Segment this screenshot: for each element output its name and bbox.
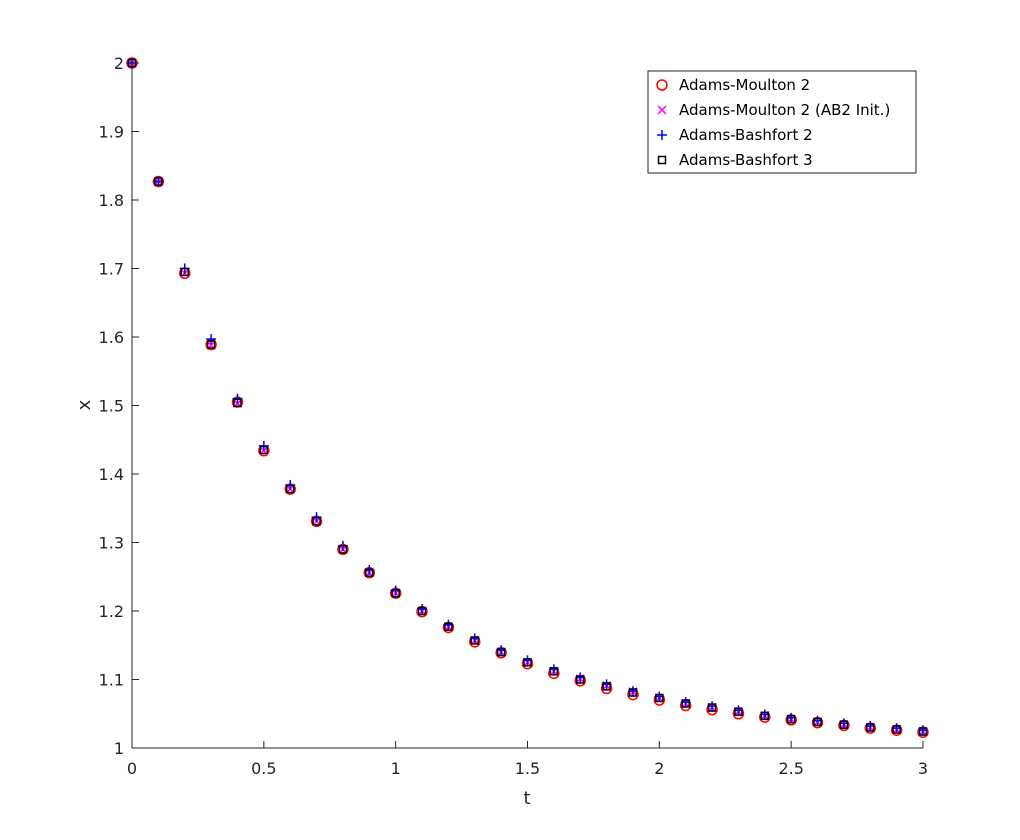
data-point — [655, 693, 664, 703]
x-tick-label: 0.5 — [251, 759, 276, 778]
legend-label: Adams-Moulton 2 — [679, 76, 810, 94]
data-point — [444, 622, 453, 632]
legend-box — [647, 70, 917, 174]
legend-marker — [656, 79, 668, 91]
data-point — [206, 334, 217, 345]
legend-marker — [657, 130, 667, 140]
y-tick-label: 1.9 — [99, 123, 124, 142]
legend-marker — [657, 105, 667, 115]
data-point — [681, 699, 690, 708]
data-point — [549, 667, 559, 676]
series-4 — [127, 58, 928, 736]
y-tick-label: 1.6 — [99, 328, 124, 347]
data-point — [285, 484, 295, 494]
data-point — [707, 703, 717, 712]
data-point — [760, 711, 770, 721]
y-tick-label: 2 — [114, 54, 124, 73]
data-marks — [126, 57, 929, 738]
y-axis-label: x — [74, 399, 95, 410]
y-tick-label: 1 — [114, 739, 124, 758]
y-tick-label: 1.8 — [99, 191, 124, 210]
data-point — [866, 723, 875, 732]
y-tick-label: 1.1 — [99, 671, 124, 690]
x-tick-label: 2.5 — [778, 759, 803, 778]
data-point — [813, 717, 822, 727]
y-tick-label: 1.4 — [99, 465, 124, 484]
y-tick-label: 1.3 — [99, 534, 124, 553]
data-point — [628, 688, 638, 697]
data-point — [233, 398, 242, 408]
data-point — [338, 545, 348, 554]
x-ticks: 0 0.5 1 1.5 2 2.5 3 — [127, 741, 928, 778]
x-tick-label: 1.5 — [515, 759, 540, 778]
legend-marker — [657, 155, 667, 165]
data-point — [312, 517, 321, 526]
legend-label: Adams-Bashfort 2 — [679, 126, 813, 144]
data-point — [496, 647, 506, 657]
legend-label: Adams-Moulton 2 (AB2 Init.) — [679, 101, 890, 119]
data-point — [892, 725, 901, 734]
data-point — [391, 588, 400, 598]
data-point — [417, 606, 427, 616]
x-tick-label: 0 — [127, 759, 137, 778]
data-point — [365, 568, 374, 577]
x-axis-label: t — [523, 788, 530, 809]
data-point — [918, 727, 928, 736]
y-tick-label: 1.2 — [99, 602, 124, 621]
data-point — [523, 658, 532, 667]
y-ticks: 1 1.1 1.2 1.3 1.4 1.5 1.6 1.7 1.8 1.9 2 — [99, 54, 139, 758]
data-point — [259, 445, 269, 455]
data-point — [602, 682, 611, 691]
data-point — [180, 267, 189, 277]
x-tick-label: 1 — [391, 759, 401, 778]
data-point — [839, 720, 849, 729]
data-point — [575, 675, 585, 684]
data-point — [786, 714, 796, 724]
y-tick-label: 1.5 — [99, 397, 124, 416]
x-tick-label: 2 — [654, 759, 664, 778]
data-point — [206, 340, 216, 349]
data-point — [470, 636, 480, 645]
x-tick-label: 3 — [918, 759, 928, 778]
plot-area — [132, 63, 923, 748]
data-point — [734, 707, 743, 716]
legend-label: Adams-Bashfort 3 — [679, 151, 813, 169]
legend: Adams-Moulton 2 Adams-Moulton 2 (AB2 Init… — [647, 70, 917, 174]
y-tick-label: 1.7 — [99, 260, 124, 279]
data-point — [154, 177, 163, 186]
